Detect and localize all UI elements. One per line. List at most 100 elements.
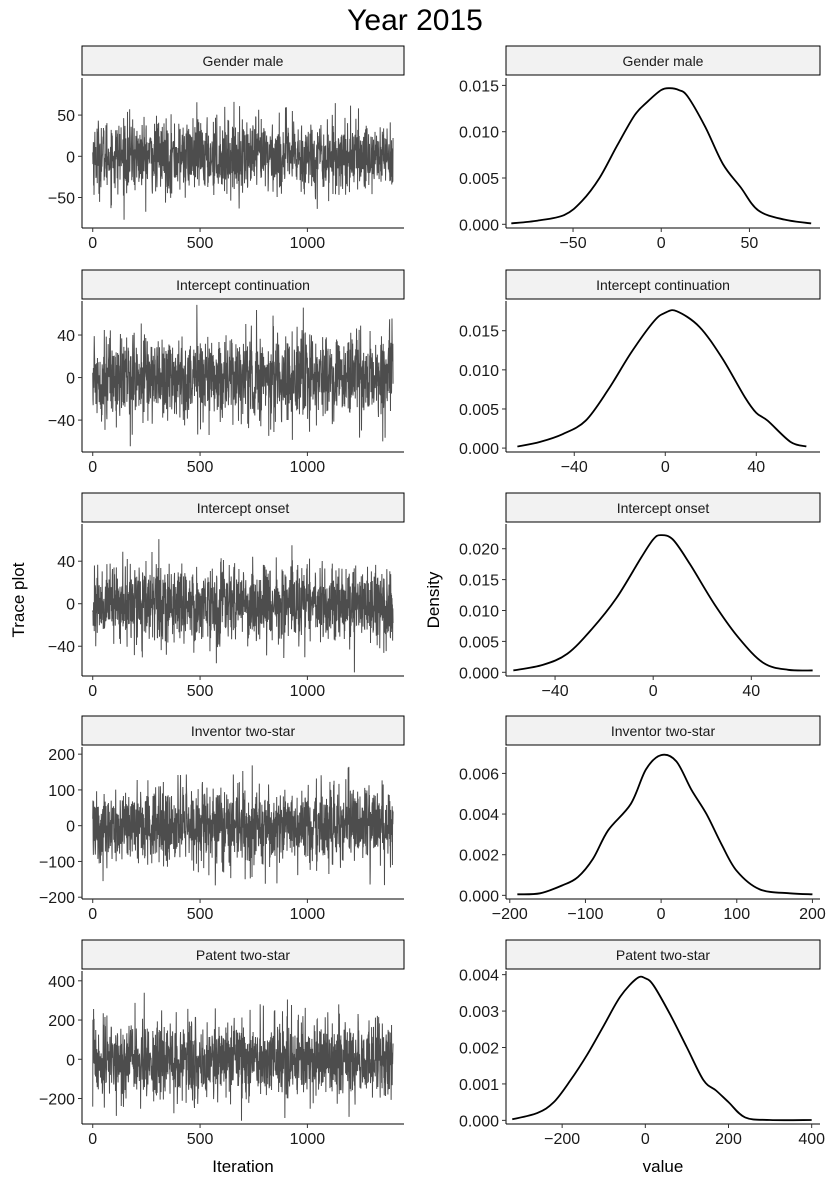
y-tick-label: 0.000 <box>459 1113 499 1130</box>
facet-strip <box>81 715 405 746</box>
y-tick-label: 0.005 <box>459 402 499 419</box>
facet-strip <box>505 45 821 76</box>
y-tick-label: 0.001 <box>459 1077 499 1094</box>
x-tick-label: −40 <box>561 459 588 476</box>
x-tick-label: 0 <box>649 683 658 700</box>
facet-strip-label: Inventor two-star <box>611 723 716 739</box>
facet-strip <box>505 939 821 970</box>
y-tick-label: 0.004 <box>459 968 499 985</box>
density-curve <box>517 753 813 896</box>
y-tick-label: −200 <box>39 890 75 907</box>
x-tick-label: 1000 <box>290 906 326 923</box>
density-curve <box>517 309 807 448</box>
trace-series-line <box>92 304 394 447</box>
facet-strip <box>81 269 405 300</box>
trace-series-line <box>92 539 394 673</box>
y-tick-label: 400 <box>48 974 75 991</box>
y-tick-label: 100 <box>48 783 75 800</box>
x-tick-label: −100 <box>567 906 603 923</box>
y-tick-label: −40 <box>48 413 75 430</box>
x-tick-label: 400 <box>798 1131 825 1148</box>
panel-density-gender-male: Gender male 0.000 0.005 0.010 0.015 −50 0 50 <box>459 45 821 252</box>
y-tick-label: 0 <box>66 371 75 388</box>
density-curve <box>511 87 812 225</box>
x-tick-label: 0 <box>88 459 97 476</box>
panel-trace-patent-two-star: Patent two-star −200 0 200 400 0 500 1000 <box>39 939 405 1148</box>
right-x-axis-title: value <box>643 1157 684 1176</box>
panel-trace-inventor-two-star: Inventor two-star −200 −100 0 100 200 0 500 1000 <box>39 715 405 923</box>
facet-strip <box>81 45 405 76</box>
y-tick-label: 0.000 <box>459 217 499 234</box>
y-tick-label: 0.000 <box>459 665 499 682</box>
facet-strip-label: Intercept onset <box>617 500 710 516</box>
trace-series-line <box>92 101 394 220</box>
y-tick-label: 0.002 <box>459 1041 499 1058</box>
y-tick-label: 0.000 <box>459 888 499 905</box>
trace-series-line <box>92 765 394 886</box>
x-tick-label: 500 <box>187 459 214 476</box>
y-tick-label: 0.000 <box>459 441 499 458</box>
x-tick-label: 100 <box>723 906 750 923</box>
x-tick-label: 1000 <box>290 459 326 476</box>
panel-density-patent-two-star: Patent two-star 0.000 0.001 0.002 0.003 0.004… <box>459 939 825 1148</box>
x-tick-label: 1000 <box>290 1131 326 1148</box>
facet-strip <box>81 939 405 970</box>
y-tick-label: 40 <box>57 554 75 571</box>
x-tick-label: 0 <box>641 1131 650 1148</box>
y-tick-label: 0.006 <box>459 766 499 783</box>
x-tick-label: 0 <box>88 235 97 252</box>
y-tick-label: 0.010 <box>459 125 499 142</box>
x-tick-label: 200 <box>715 1131 742 1148</box>
y-tick-label: 40 <box>57 328 75 345</box>
facet-strip-label: Inventor two-star <box>191 723 296 739</box>
x-tick-label: 40 <box>747 459 765 476</box>
y-tick-label: 0 <box>66 149 75 166</box>
y-tick-label: 50 <box>57 108 75 125</box>
x-tick-label: −200 <box>544 1131 580 1148</box>
panel-trace-intercept-onset: Intercept onset −40 0 40 0 500 1000 <box>48 492 405 700</box>
facet-strip-label: Intercept onset <box>197 500 290 516</box>
y-tick-label: −50 <box>48 191 75 208</box>
density-curve <box>512 975 812 1122</box>
left-x-axis-title: Iteration <box>212 1157 273 1176</box>
y-tick-label: −40 <box>48 639 75 656</box>
y-tick-label: 0 <box>66 819 75 836</box>
left-y-axis-title: Trace plot <box>9 562 28 637</box>
y-tick-label: 0.004 <box>459 807 499 824</box>
panel-density-intercept-continuation: Intercept continuation 0.000 0.005 0.010 0.0… <box>459 269 821 476</box>
figure-title: Year 2015 <box>347 4 483 37</box>
x-tick-label: 0 <box>661 459 670 476</box>
y-tick-label: 200 <box>48 747 75 764</box>
y-tick-label: 0.015 <box>459 324 499 341</box>
y-tick-label: −100 <box>39 854 75 871</box>
facet-strip <box>81 492 405 523</box>
panel-density-intercept-onset: Intercept onset 0.000 0.005 0.010 0.015 0.020… <box>459 492 821 700</box>
facet-strip <box>505 269 821 300</box>
facet-strip-label: Patent two-star <box>196 947 290 963</box>
facet-strip-label: Gender male <box>623 53 704 69</box>
y-tick-label: 0.020 <box>459 542 499 559</box>
x-tick-label: 0 <box>88 1131 97 1148</box>
trace-series-line <box>92 992 394 1121</box>
x-tick-label: 500 <box>187 235 214 252</box>
x-tick-label: 0 <box>88 683 97 700</box>
x-tick-label: 500 <box>187 683 214 700</box>
x-tick-label: −50 <box>559 235 586 252</box>
y-tick-label: 0.010 <box>459 604 499 621</box>
x-tick-label: 0 <box>657 906 666 923</box>
facet-strip-label: Intercept continuation <box>176 277 310 293</box>
x-tick-label: 0 <box>88 906 97 923</box>
x-tick-label: 40 <box>742 683 760 700</box>
y-tick-label: 0.003 <box>459 1004 499 1021</box>
y-tick-label: 0.005 <box>459 171 499 188</box>
facet-strip-label: Intercept continuation <box>596 277 730 293</box>
x-tick-label: −40 <box>541 683 568 700</box>
y-tick-label: 0.015 <box>459 573 499 590</box>
x-tick-label: 1000 <box>290 683 326 700</box>
x-tick-label: −200 <box>492 906 528 923</box>
y-tick-label: 0 <box>66 1052 75 1069</box>
x-tick-label: 500 <box>187 906 214 923</box>
